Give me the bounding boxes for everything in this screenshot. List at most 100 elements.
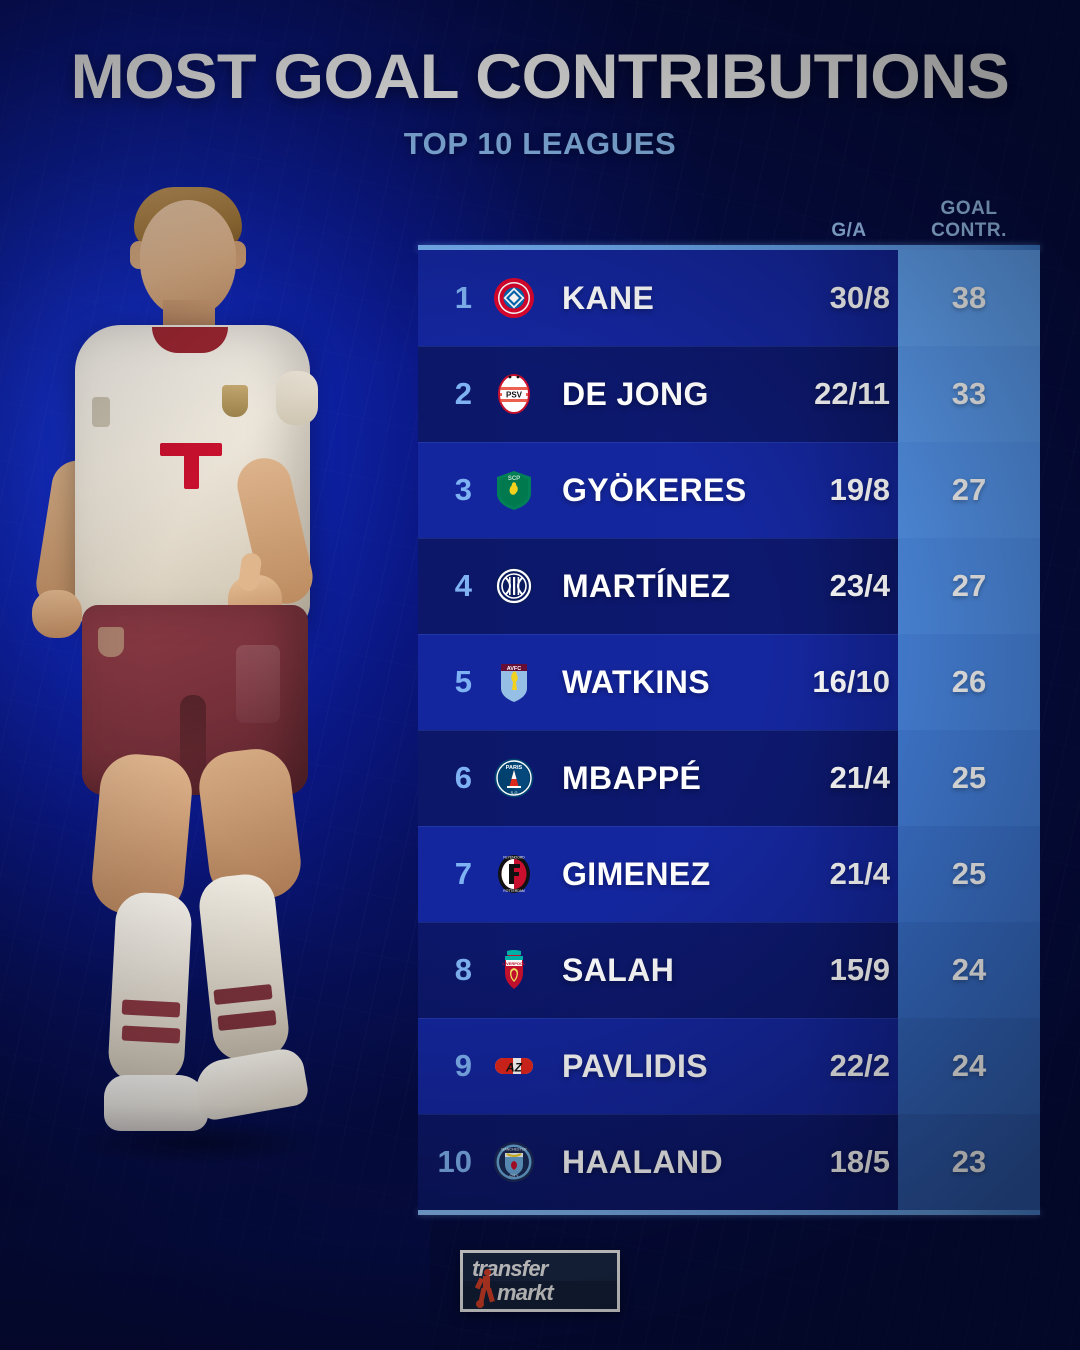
- column-header-gc-line2: CONTR.: [931, 220, 1007, 242]
- row-rank: 4: [454, 568, 472, 603]
- player-name: MARTÍNEZ: [562, 567, 731, 604]
- goal-contributions-value: 25: [898, 730, 1040, 826]
- table-row[interactable]: 9 AZ PAVLIDIS 22/2 24: [418, 1018, 1040, 1114]
- goals-assists-value: 15/9: [829, 952, 890, 987]
- svg-text:SCP: SCP: [508, 476, 520, 482]
- az-crest-icon: AZ: [493, 1045, 535, 1087]
- logo-player-figure-icon: [474, 1269, 495, 1303]
- goal-contributions-value: 33: [898, 346, 1040, 442]
- photo-shorts-crest: [98, 627, 124, 657]
- row-rank: 2: [454, 376, 472, 411]
- table-row[interactable]: 7 FEYENOORD ROTTERDAM GIMENEZ 21/4 25: [418, 826, 1040, 922]
- svg-text:PSV: PSV: [506, 391, 523, 400]
- svg-text:FEYENOORD: FEYENOORD: [503, 856, 525, 860]
- svg-text:AZ: AZ: [505, 1061, 523, 1075]
- photo-right-sleeve: [276, 371, 318, 425]
- header: MOST GOAL CONTRIBUTIONS TOP 10 LEAGUES: [0, 0, 1080, 162]
- row-rank: 5: [454, 664, 472, 699]
- goals-assists-value: 19/8: [829, 472, 890, 507]
- goal-contributions-value: 23: [898, 1114, 1040, 1210]
- table-body: 1 KANE 30/8 38 2 PSV DE JONG 22/11 33 3 SCP GYÖKERE…: [418, 250, 1040, 1210]
- svg-text:LIVERPOOL: LIVERPOOL: [502, 961, 526, 966]
- club-crest-cell: SCP: [476, 469, 552, 511]
- player-name: GIMENEZ: [562, 855, 711, 892]
- svg-text:ROTTERDAM: ROTTERDAM: [503, 889, 525, 893]
- photo-left-sock: [107, 891, 193, 1085]
- logo-inner: transfer markt: [463, 1253, 617, 1309]
- psv-crest-icon: PSV: [493, 373, 535, 415]
- column-header-ga: G/A: [831, 220, 867, 242]
- player-photo: [0, 175, 430, 1350]
- ranking-table: G/A GOAL CONTR. 1 KANE 30/8 38 2 PSV DE JONG 22…: [418, 170, 1040, 1215]
- row-rank: 7: [454, 856, 472, 891]
- column-header-goal-contributions: GOAL CONTR.: [898, 198, 1040, 242]
- table-top-border: [418, 245, 1040, 250]
- column-header-gc-line1: GOAL: [940, 198, 998, 220]
- player-name: HAALAND: [562, 1143, 724, 1180]
- mancity-crest-icon: MANCHESTER CITY: [493, 1141, 535, 1183]
- table-row[interactable]: 5 AVFC WATKINS 16/10 26: [418, 634, 1040, 730]
- player-name: MBAPPÉ: [562, 759, 702, 796]
- logo-text-markt: markt: [497, 1280, 554, 1305]
- player-name: SALAH: [562, 951, 675, 988]
- player-name: KANE: [562, 279, 655, 316]
- photo-left-hand: [32, 590, 82, 638]
- row-rank: 8: [454, 952, 472, 987]
- player-name: WATKINS: [562, 663, 710, 700]
- goals-assists-value: 22/2: [829, 1048, 890, 1083]
- goals-assists-value: 22/11: [814, 376, 890, 411]
- club-crest-cell: FEYENOORD ROTTERDAM: [476, 853, 552, 895]
- goal-contributions-value: 24: [898, 1018, 1040, 1114]
- club-crest-cell: MANCHESTER CITY: [476, 1141, 552, 1183]
- inter-crest-icon: [493, 565, 535, 607]
- table-row[interactable]: 4 MARTÍNEZ 23/4 27: [418, 538, 1040, 634]
- club-crest-cell: [476, 565, 552, 607]
- sporting-crest-icon: SCP: [493, 469, 535, 511]
- feyenoord-crest-icon: FEYENOORD ROTTERDAM: [493, 853, 535, 895]
- table-column-headers: G/A GOAL CONTR.: [418, 170, 1040, 245]
- goals-assists-value: 23/4: [829, 568, 890, 603]
- goal-contributions-value: 27: [898, 442, 1040, 538]
- table-row[interactable]: 3 SCP GYÖKERES 19/8 27: [418, 442, 1040, 538]
- club-crest-cell: [476, 277, 552, 319]
- table-bottom-border: [418, 1210, 1040, 1215]
- goals-assists-value: 16/10: [812, 664, 890, 699]
- svg-text:S-G: S-G: [510, 790, 517, 795]
- goal-contributions-value: 24: [898, 922, 1040, 1018]
- row-rank: 3: [454, 472, 472, 507]
- goal-contributions-value: 26: [898, 634, 1040, 730]
- table-row[interactable]: 10 MANCHESTER CITY HAALAND 18/5 23: [418, 1114, 1040, 1210]
- transfermarkt-logo[interactable]: transfer markt: [460, 1250, 620, 1312]
- goals-assists-value: 18/5: [829, 1144, 890, 1179]
- table-row[interactable]: 6 PARIS S-G MBAPPÉ 21/4 25: [418, 730, 1040, 826]
- row-rank: 10: [437, 1144, 472, 1179]
- row-rank: 1: [454, 280, 472, 315]
- player-name: GYÖKERES: [562, 471, 747, 508]
- photo-shirt-crest: [222, 385, 248, 417]
- player-name: PAVLIDIS: [562, 1047, 709, 1084]
- goal-contributions-value: 38: [898, 250, 1040, 346]
- bayern-crest-icon: [493, 277, 535, 319]
- table-row[interactable]: 8 LIVERPOOL SALAH 15/9 24: [418, 922, 1040, 1018]
- page-title: MOST GOAL CONTRIBUTIONS: [70, 42, 1010, 112]
- table-row[interactable]: 2 PSV DE JONG 22/11 33: [418, 346, 1040, 442]
- club-crest-cell: LIVERPOOL: [476, 949, 552, 991]
- photo-bottom-fade: [0, 1105, 430, 1350]
- club-crest-cell: PARIS S-G: [476, 757, 552, 799]
- table-row[interactable]: 1 KANE 30/8 38: [418, 250, 1040, 346]
- logo-ball-icon: [476, 1300, 484, 1308]
- page-subtitle: TOP 10 LEAGUES: [403, 126, 677, 161]
- psg-crest-icon: PARIS S-G: [493, 757, 535, 799]
- liverpool-crest-icon: LIVERPOOL: [493, 949, 535, 991]
- row-rank: 6: [454, 760, 472, 795]
- svg-text:CITY: CITY: [509, 1173, 518, 1178]
- svg-text:MANCHESTER: MANCHESTER: [501, 1148, 527, 1152]
- goals-assists-value: 21/4: [829, 760, 890, 795]
- photo-shirt-sponsor: [160, 443, 222, 489]
- club-crest-cell: AVFC: [476, 661, 552, 703]
- goals-assists-value: 21/4: [829, 856, 890, 891]
- photo-shorts-number: [236, 645, 280, 723]
- club-crest-cell: AZ: [476, 1045, 552, 1087]
- photo-sock-band: [121, 1025, 181, 1044]
- player-name: DE JONG: [562, 375, 709, 412]
